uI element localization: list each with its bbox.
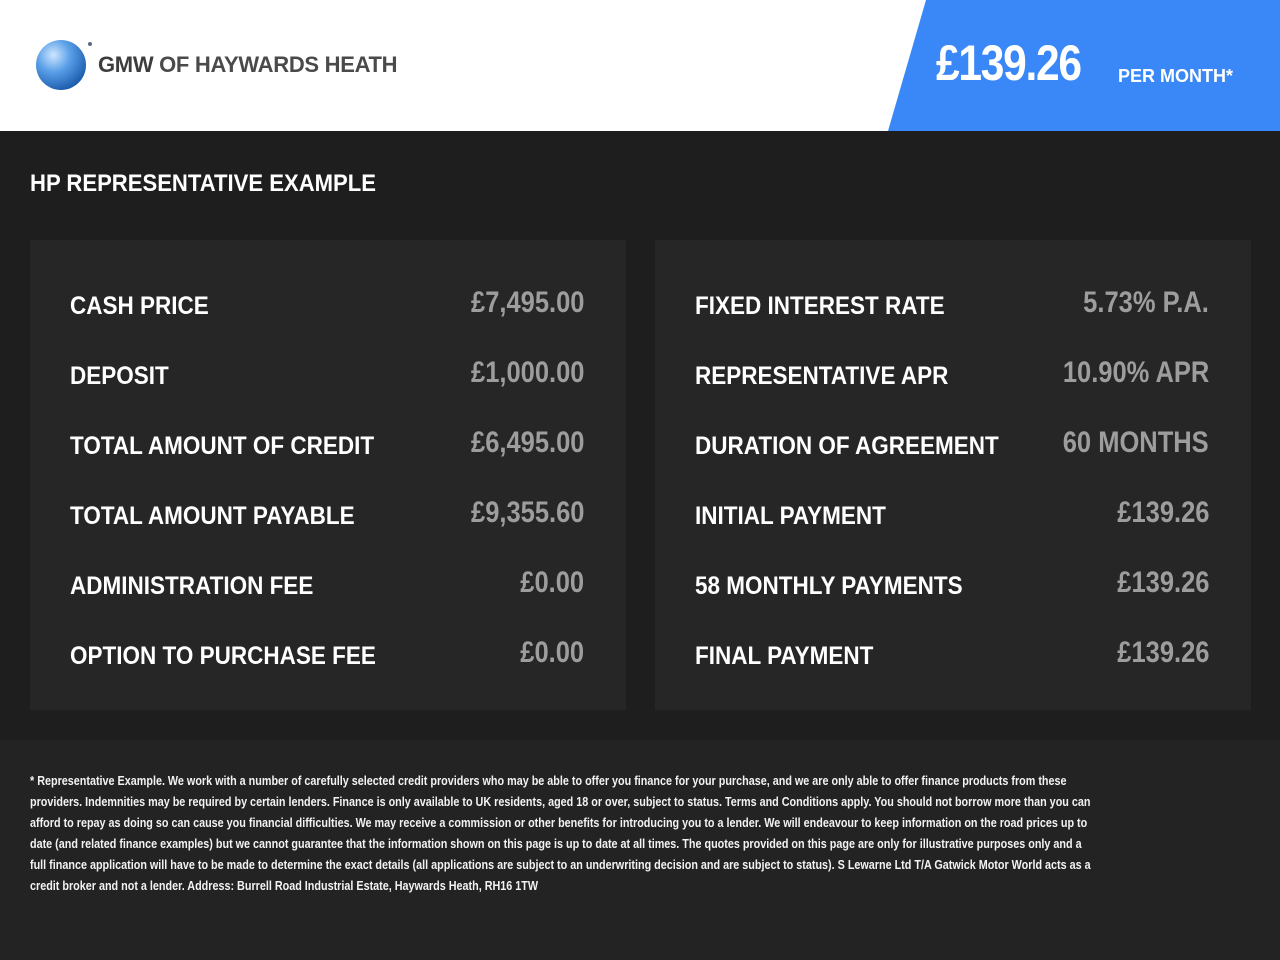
finance-label: DEPOSIT: [70, 361, 169, 390]
finance-label: 58 MONTHLY PAYMENTS: [695, 571, 963, 600]
finance-label: DURATION OF AGREEMENT: [695, 431, 999, 460]
dealer-name: GMW OF HAYWARDS HEATH: [98, 52, 398, 78]
header: GMW OF HAYWARDS HEATH £139.26 PER MONTH*: [0, 0, 1280, 131]
dealer-logo[interactable]: GMW OF HAYWARDS HEATH: [36, 40, 398, 90]
disclaimer-line: * Representative Example. We work with a…: [30, 773, 1067, 788]
finance-value: £0.00: [520, 566, 584, 599]
monthly-price: £139.26: [936, 35, 1082, 91]
disclaimer-text: * Representative Example. We work with a…: [30, 770, 1280, 896]
disclaimer-footer: * Representative Example. We work with a…: [0, 740, 1280, 960]
disclaimer-line: providers. Indemnities may be required b…: [30, 794, 1091, 809]
finance-label: FINAL PAYMENT: [695, 641, 874, 670]
monthly-price-banner: £139.26 PER MONTH*: [888, 0, 1280, 131]
finance-row: ADMINISTRATION FEE £0.00: [70, 566, 584, 606]
finance-value: £139.26: [1116, 566, 1209, 599]
finance-row: REPRESENTATIVE APR 10.90% APR: [695, 356, 1209, 396]
finance-value: 10.90% APR: [1062, 356, 1209, 389]
finance-label: INITIAL PAYMENT: [695, 501, 886, 530]
disclaimer-line: date (and related finance examples) but …: [30, 836, 1082, 851]
finance-panel-left: CASH PRICE £7,495.00 DEPOSIT £1,000.00 TOTAL…: [30, 240, 626, 710]
finance-row: FIXED INTEREST RATE 5.73% P.A.: [695, 286, 1209, 326]
disclaimer-line: full finance application will have to be…: [30, 857, 1091, 872]
finance-value: £9,355.60: [470, 496, 584, 529]
finance-value: 5.73% P.A.: [1083, 286, 1209, 319]
dealer-name-bold: GMW: [98, 52, 154, 77]
finance-row: 58 MONTHLY PAYMENTS £139.26: [695, 566, 1209, 606]
finance-label: TOTAL AMOUNT PAYABLE: [70, 501, 355, 530]
finance-row: TOTAL AMOUNT PAYABLE £9,355.60: [70, 496, 584, 536]
finance-value: £7,495.00: [470, 286, 584, 319]
finance-value: £139.26: [1116, 496, 1209, 529]
finance-label: TOTAL AMOUNT OF CREDIT: [70, 431, 375, 460]
dealer-name-rest: OF HAYWARDS HEATH: [153, 52, 398, 77]
finance-row: OPTION TO PURCHASE FEE £0.00: [70, 636, 584, 676]
finance-label: FIXED INTEREST RATE: [695, 291, 945, 320]
finance-value: £0.00: [520, 636, 584, 669]
finance-panel-right: FIXED INTEREST RATE 5.73% P.A. REPRESENTAT…: [655, 240, 1251, 710]
finance-value: £6,495.00: [470, 426, 584, 459]
finance-value: 60 MONTHS: [1063, 426, 1209, 459]
finance-value: £139.26: [1116, 636, 1209, 669]
finance-row: INITIAL PAYMENT £139.26: [695, 496, 1209, 536]
finance-row: TOTAL AMOUNT OF CREDIT £6,495.00: [70, 426, 584, 466]
finance-row: FINAL PAYMENT £139.26: [695, 636, 1209, 676]
finance-label: REPRESENTATIVE APR: [695, 361, 949, 390]
finance-label: CASH PRICE: [70, 291, 209, 320]
section-title: HP REPRESENTATIVE EXAMPLE: [30, 170, 376, 197]
disclaimer-line: afford to repay as doing so can cause yo…: [30, 815, 1088, 830]
globe-logo-icon: [36, 40, 92, 90]
per-month-label: PER MONTH*: [1118, 66, 1234, 86]
finance-row: DEPOSIT £1,000.00: [70, 356, 584, 396]
finance-label: ADMINISTRATION FEE: [70, 571, 314, 600]
disclaimer-line: credit broker and not a lender. Address:…: [30, 878, 539, 893]
finance-row: CASH PRICE £7,495.00: [70, 286, 584, 326]
finance-label: OPTION TO PURCHASE FEE: [70, 641, 376, 670]
finance-value: £1,000.00: [470, 356, 584, 389]
finance-row: DURATION OF AGREEMENT 60 MONTHS: [695, 426, 1209, 466]
